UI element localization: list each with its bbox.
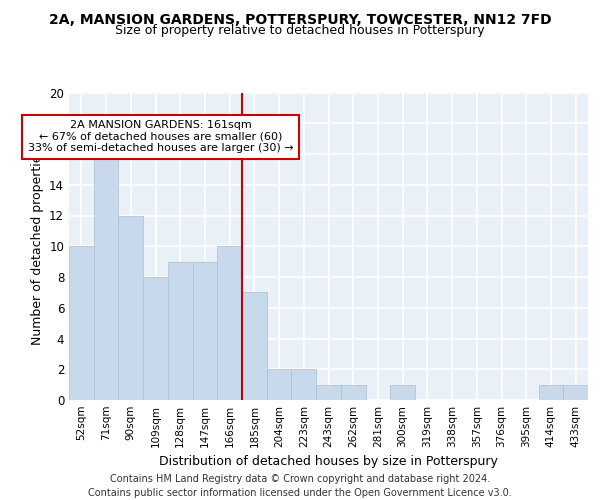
Bar	[118, 216, 143, 400]
Bar	[316, 384, 341, 400]
Text: Size of property relative to detached houses in Potterspury: Size of property relative to detached ho…	[115, 24, 485, 37]
Y-axis label: Number of detached properties: Number of detached properties	[31, 148, 44, 345]
Bar	[267, 369, 292, 400]
Text: 2A, MANSION GARDENS, POTTERSPURY, TOWCESTER, NN12 7FD: 2A, MANSION GARDENS, POTTERSPURY, TOWCES…	[49, 12, 551, 26]
X-axis label: Distribution of detached houses by size in Potterspury: Distribution of detached houses by size …	[159, 456, 498, 468]
Bar	[217, 246, 242, 400]
Text: 2A MANSION GARDENS: 161sqm
← 67% of detached houses are smaller (60)
33% of semi: 2A MANSION GARDENS: 161sqm ← 67% of deta…	[28, 120, 293, 154]
Bar	[193, 262, 217, 400]
Bar	[341, 384, 365, 400]
Bar	[94, 138, 118, 400]
Text: Contains HM Land Registry data © Crown copyright and database right 2024.
Contai: Contains HM Land Registry data © Crown c…	[88, 474, 512, 498]
Bar	[563, 384, 588, 400]
Bar	[242, 292, 267, 400]
Bar	[143, 277, 168, 400]
Bar	[539, 384, 563, 400]
Bar	[390, 384, 415, 400]
Bar	[69, 246, 94, 400]
Bar	[292, 369, 316, 400]
Bar	[168, 262, 193, 400]
